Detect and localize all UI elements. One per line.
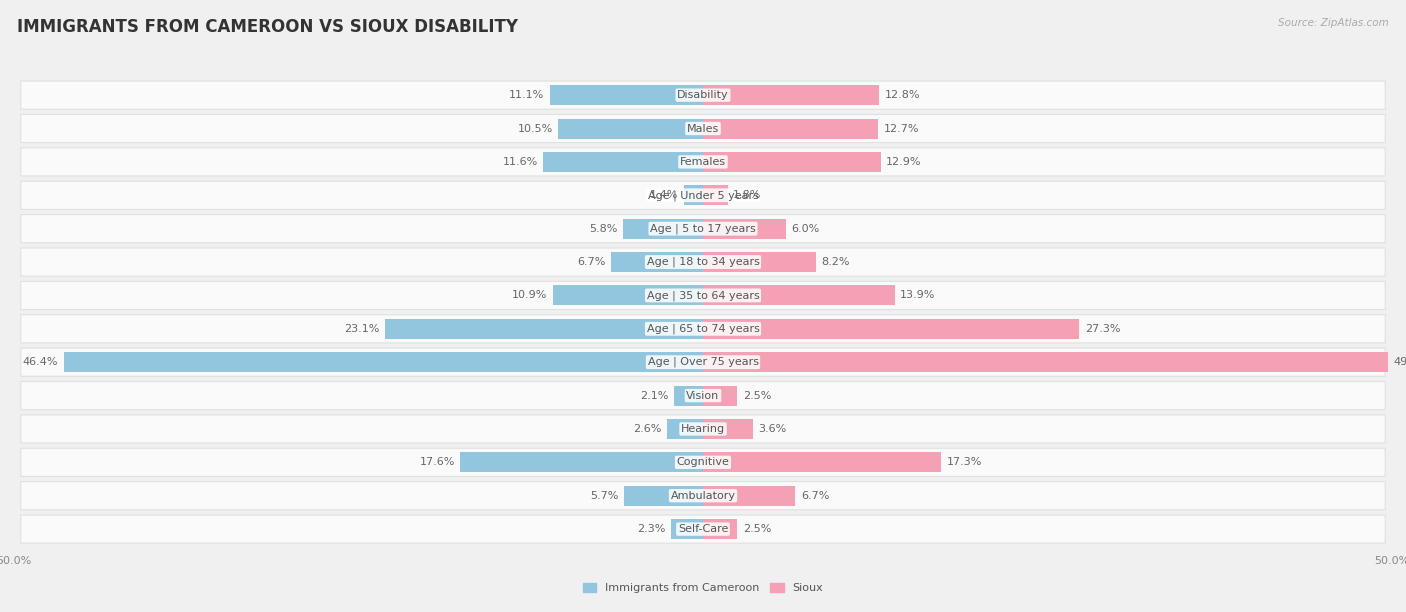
Text: 17.3%: 17.3% (946, 457, 983, 468)
FancyBboxPatch shape (21, 448, 1385, 476)
FancyBboxPatch shape (21, 381, 1385, 409)
Bar (543, 152, 703, 172)
Text: Age | 5 to 17 years: Age | 5 to 17 years (650, 223, 756, 234)
FancyBboxPatch shape (21, 282, 1385, 310)
Text: Age | Under 5 years: Age | Under 5 years (648, 190, 758, 201)
Text: 3.6%: 3.6% (758, 424, 786, 434)
Text: Source: ZipAtlas.com: Source: ZipAtlas.com (1278, 18, 1389, 28)
Text: 2.1%: 2.1% (640, 390, 669, 401)
Bar (63, 352, 703, 372)
Text: 17.6%: 17.6% (419, 457, 456, 468)
Bar (550, 85, 703, 105)
Text: 11.6%: 11.6% (502, 157, 537, 167)
Text: 6.0%: 6.0% (792, 223, 820, 234)
Text: Age | 65 to 74 years: Age | 65 to 74 years (647, 324, 759, 334)
Text: IMMIGRANTS FROM CAMEROON VS SIOUX DISABILITY: IMMIGRANTS FROM CAMEROON VS SIOUX DISABI… (17, 18, 517, 36)
Text: 12.9%: 12.9% (886, 157, 922, 167)
FancyBboxPatch shape (21, 148, 1385, 176)
Text: 10.9%: 10.9% (512, 291, 547, 300)
FancyBboxPatch shape (21, 181, 1385, 209)
Bar (668, 419, 703, 439)
Text: 12.7%: 12.7% (883, 124, 920, 133)
Text: 27.3%: 27.3% (1084, 324, 1121, 334)
Text: 2.5%: 2.5% (742, 524, 772, 534)
Text: 6.7%: 6.7% (801, 491, 830, 501)
Bar (461, 452, 703, 472)
FancyBboxPatch shape (21, 248, 1385, 276)
Bar (703, 419, 752, 439)
Bar (703, 119, 877, 138)
Text: Males: Males (688, 124, 718, 133)
Text: 5.8%: 5.8% (589, 223, 617, 234)
Text: 23.1%: 23.1% (344, 324, 380, 334)
Bar (671, 519, 703, 539)
Text: Ambulatory: Ambulatory (671, 491, 735, 501)
Bar (610, 252, 703, 272)
Text: Age | Over 75 years: Age | Over 75 years (648, 357, 758, 367)
Text: Self-Care: Self-Care (678, 524, 728, 534)
Text: 2.5%: 2.5% (742, 390, 772, 401)
Bar (703, 352, 1388, 372)
Text: 2.6%: 2.6% (633, 424, 662, 434)
Legend: Immigrants from Cameroon, Sioux: Immigrants from Cameroon, Sioux (578, 578, 828, 598)
Text: 2.3%: 2.3% (637, 524, 666, 534)
FancyBboxPatch shape (21, 482, 1385, 510)
FancyBboxPatch shape (21, 81, 1385, 109)
Bar (703, 486, 796, 506)
Bar (703, 452, 942, 472)
Bar (703, 519, 738, 539)
Bar (703, 319, 1080, 339)
FancyBboxPatch shape (21, 215, 1385, 243)
Bar (553, 285, 703, 305)
Text: 46.4%: 46.4% (22, 357, 58, 367)
Text: 6.7%: 6.7% (576, 257, 605, 267)
Bar (703, 386, 738, 406)
Text: 13.9%: 13.9% (900, 291, 935, 300)
Bar (703, 252, 815, 272)
Text: 5.7%: 5.7% (591, 491, 619, 501)
Bar (703, 152, 880, 172)
Text: 12.8%: 12.8% (884, 90, 921, 100)
Text: Females: Females (681, 157, 725, 167)
Bar (623, 218, 703, 239)
FancyBboxPatch shape (21, 315, 1385, 343)
Bar (703, 85, 879, 105)
Text: 11.1%: 11.1% (509, 90, 544, 100)
FancyBboxPatch shape (21, 348, 1385, 376)
FancyBboxPatch shape (21, 415, 1385, 443)
Text: 49.7%: 49.7% (1393, 357, 1406, 367)
Text: 8.2%: 8.2% (821, 257, 851, 267)
Bar (703, 185, 728, 205)
Text: 1.4%: 1.4% (650, 190, 678, 200)
Bar (385, 319, 703, 339)
Text: Cognitive: Cognitive (676, 457, 730, 468)
Text: 1.8%: 1.8% (734, 190, 762, 200)
Bar (703, 285, 894, 305)
Text: Disability: Disability (678, 90, 728, 100)
Bar (673, 386, 703, 406)
FancyBboxPatch shape (21, 515, 1385, 543)
FancyBboxPatch shape (21, 114, 1385, 143)
Bar (624, 486, 703, 506)
Bar (703, 218, 786, 239)
Bar (558, 119, 703, 138)
Text: Age | 35 to 64 years: Age | 35 to 64 years (647, 290, 759, 300)
Text: Vision: Vision (686, 390, 720, 401)
Text: Age | 18 to 34 years: Age | 18 to 34 years (647, 257, 759, 267)
Text: 10.5%: 10.5% (517, 124, 553, 133)
Bar (683, 185, 703, 205)
Text: Hearing: Hearing (681, 424, 725, 434)
